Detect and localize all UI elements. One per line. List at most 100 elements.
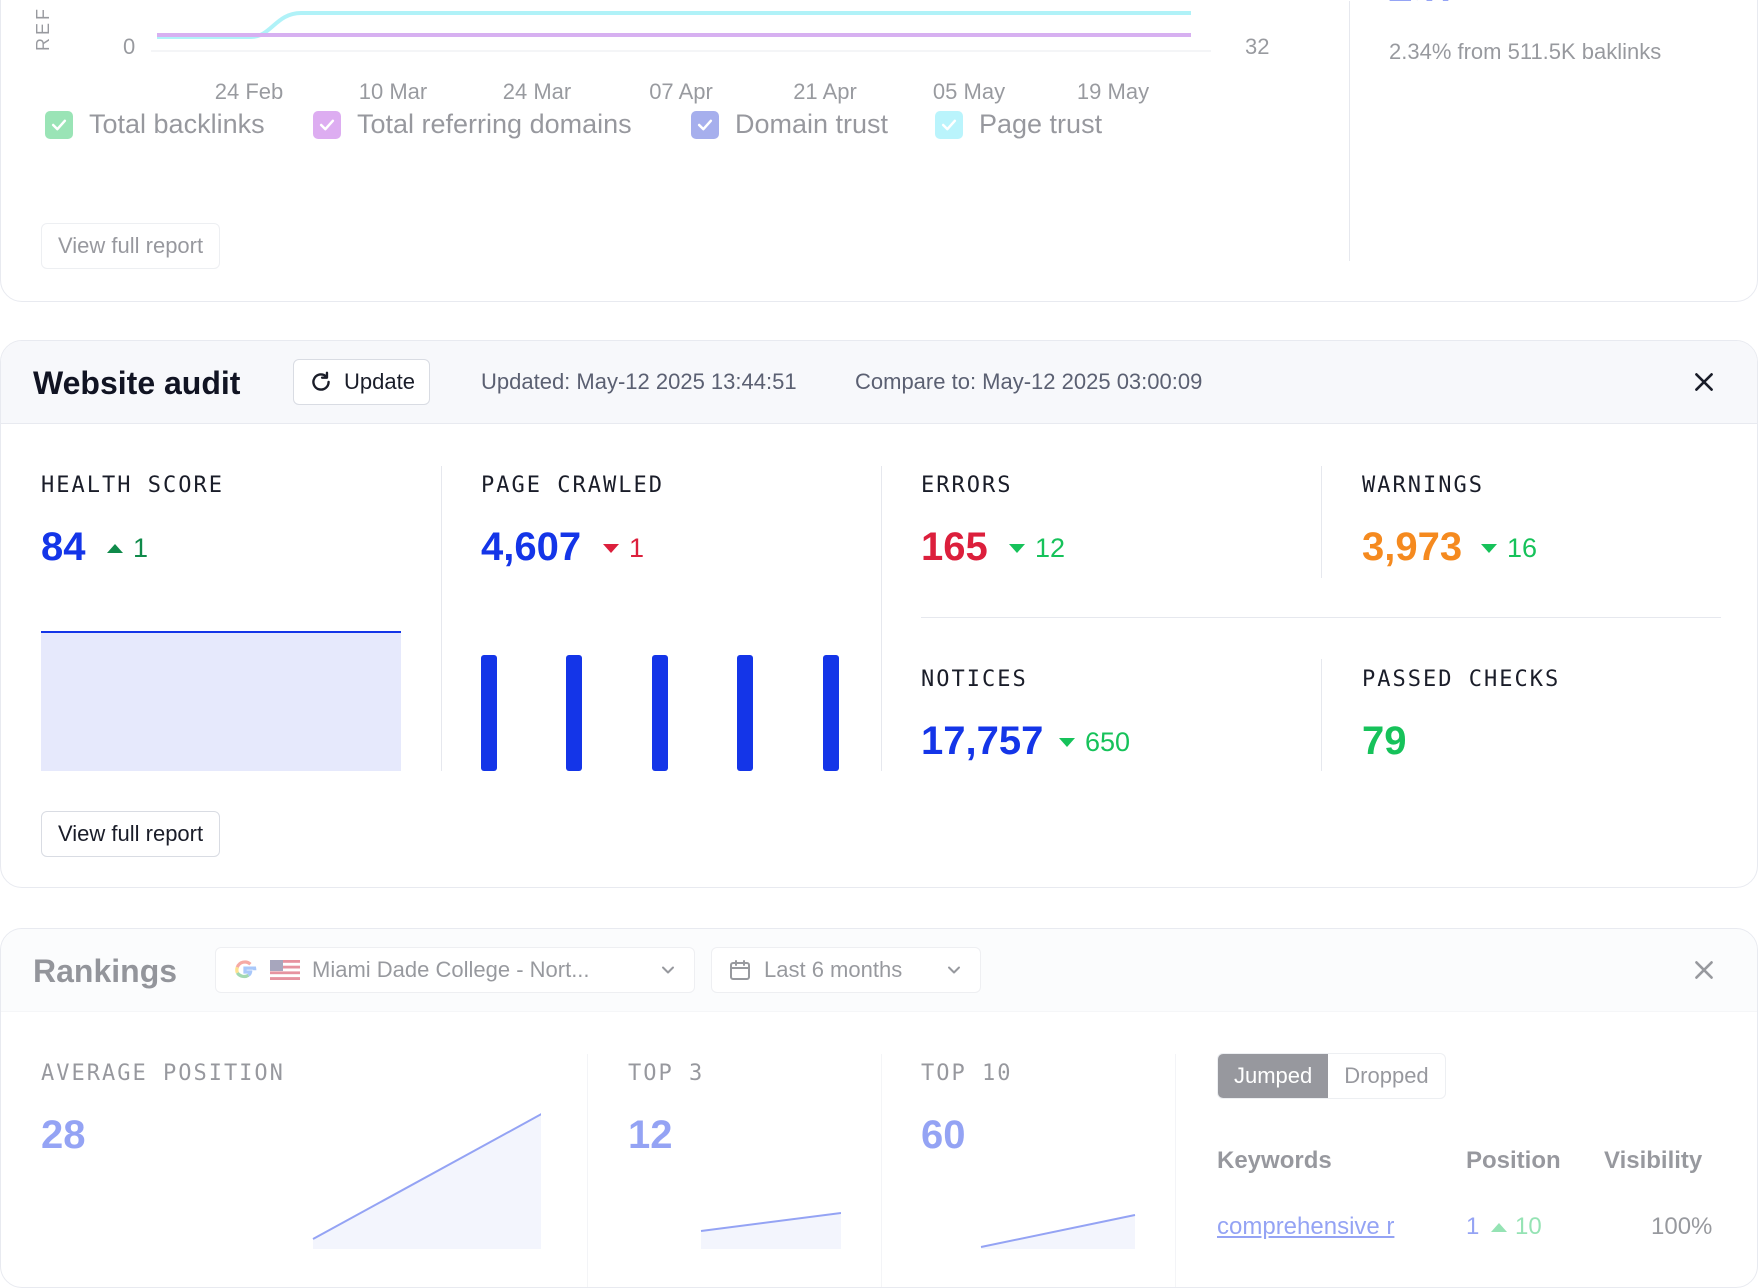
arrow-down-icon [1059, 738, 1075, 747]
legend-label: Total backlinks [89, 109, 265, 139]
axis-label: REF D [33, 0, 53, 51]
audit-divider-1 [441, 466, 442, 771]
health-score-label: HEALTH SCORE [41, 473, 224, 498]
view-backlinks-report-button[interactable]: View full report [41, 223, 221, 269]
notices-label: NOTICES [921, 667, 1028, 692]
rankings-divider-2 [881, 1054, 882, 1287]
keyword-change: 10 [1491, 1213, 1542, 1241]
errors-value: 165 [921, 525, 988, 569]
column-visibility: Visibility [1604, 1147, 1703, 1174]
passed-checks-value: 79 [1362, 719, 1407, 763]
keyword-link[interactable]: comprehensive r [1217, 1213, 1395, 1240]
tab-jumped[interactable]: Jumped [1218, 1054, 1329, 1098]
crawl-bar [481, 655, 497, 771]
errors-delta: 12 [1009, 533, 1065, 564]
backlinks-side-value: 451 [1389, 0, 1456, 1]
rankings-divider-3 [1175, 1054, 1176, 1287]
average-position-value: 28 [41, 1113, 86, 1157]
chevron-down-icon [948, 966, 960, 974]
location-value: Miami Dade College - Nort... [312, 957, 590, 982]
x-axis-tick-label: 05 May [932, 79, 1006, 104]
legend-label: Domain trust [735, 109, 889, 139]
audit-divider-3 [1321, 466, 1322, 578]
legend-item[interactable]: Domain trust [691, 109, 888, 140]
notices-value: 17,757 [921, 719, 1044, 763]
top3-value: 12 [628, 1113, 673, 1157]
legend-label: Page trust [979, 109, 1103, 139]
calendar-icon [730, 960, 750, 980]
backlinks-line-chart [151, 11, 1211, 52]
health-score-value: 84 [41, 525, 86, 569]
average-position-label: AVERAGE POSITION [41, 1061, 285, 1086]
period-value: Last 6 months [764, 957, 903, 982]
page-crawled-label: PAGE CRAWLED [481, 473, 664, 498]
y-axis-zero: 0 [123, 34, 136, 59]
x-axis-tick-label: 24 Mar [502, 79, 572, 104]
crawl-bar [566, 655, 582, 771]
warnings-delta: 16 [1481, 533, 1537, 564]
x-axis-tick-label: 21 Apr [793, 79, 857, 104]
x-axis-tick-label: 24 Feb [214, 79, 284, 104]
warnings-delta-value: 16 [1507, 533, 1538, 563]
column-keywords: Keywords [1217, 1147, 1332, 1174]
audit-title: Website audit [33, 365, 241, 401]
rankings-header [1, 929, 1757, 1012]
average-position-sparkline [312, 1113, 541, 1249]
crawl-bar [823, 655, 839, 771]
page-trust-line [157, 11, 1191, 39]
top10-value: 60 [921, 1113, 966, 1157]
notices-delta-value: 650 [1085, 727, 1131, 757]
x-axis-tick-label: 10 Mar [358, 79, 428, 104]
legend-item[interactable]: Total referring domains [313, 109, 632, 140]
errors-delta-value: 12 [1035, 533, 1066, 563]
refresh-icon [312, 371, 330, 391]
page-crawled-value: 4,607 [481, 525, 582, 569]
chevron-down-icon [662, 966, 674, 974]
arrow-down-icon [603, 544, 619, 553]
close-icon[interactable] [1691, 369, 1717, 395]
close-icon[interactable] [1691, 957, 1717, 983]
passed-checks-label: PASSED CHECKS [1362, 667, 1561, 692]
warnings-value: 3,973 [1362, 525, 1463, 569]
notices-delta: 650 [1059, 727, 1130, 758]
legend-item[interactable]: Page trust [935, 109, 1102, 140]
crawl-bar [652, 655, 668, 771]
backlinks-side-caption: 2.34% from 511.5K baklinks [1389, 39, 1662, 64]
page-crawled-delta: 1 [603, 533, 644, 564]
view-audit-report-button[interactable]: View full report [41, 811, 221, 857]
x-axis-tick-label: 19 May [1076, 79, 1150, 104]
keyword-visibility: 100% [1651, 1213, 1713, 1240]
rankings-content: Rankings Miami Dade College - Nort... [1, 929, 1757, 1287]
google-icon [235, 960, 257, 979]
jumped-dropped-toggle: Jumped Dropped [1217, 1053, 1446, 1099]
legend-item[interactable]: Total backlinks [45, 109, 265, 140]
checkbox-checked-icon[interactable] [691, 110, 719, 139]
top10-label: TOP 10 [921, 1061, 1013, 1086]
tab-dropped[interactable]: Dropped [1344, 1063, 1429, 1088]
top3-label: TOP 3 [628, 1061, 705, 1086]
website-audit-card: Website audit Update Updated: May-12 202… [0, 340, 1758, 888]
y-axis-right-value: 32 [1245, 34, 1270, 59]
checkbox-checked-icon[interactable] [45, 110, 73, 139]
keyword-row[interactable]: comprehensive r 1 10 100% [1, 1213, 1757, 1253]
rankings-divider-1 [587, 1054, 588, 1287]
location-select[interactable]: Miami Dade College - Nort... [215, 947, 695, 993]
us-flag-icon [270, 960, 300, 980]
backlinks-card: REF D 0 32 24 Feb 10 Mar 24 Mar 07 Apr 21 Ap… [0, 0, 1758, 302]
checkbox-checked-icon[interactable] [313, 110, 341, 139]
keyword-change-value: 10 [1515, 1213, 1542, 1240]
checkbox-checked-icon[interactable] [935, 110, 963, 139]
page-crawled-bars [481, 655, 841, 771]
audit-divider-4 [1321, 659, 1322, 771]
backlinks-side-divider [1349, 1, 1350, 261]
keyword-position: 1 [1466, 1213, 1480, 1240]
column-position: Position [1466, 1147, 1561, 1174]
update-button[interactable]: Update [293, 359, 430, 405]
rankings-title: Rankings [33, 953, 178, 989]
arrow-down-icon [1009, 544, 1025, 553]
arrow-up-icon [1491, 1222, 1507, 1232]
period-select[interactable]: Last 6 months [711, 947, 981, 993]
legend-label: Total referring domains [357, 109, 632, 139]
update-label: Update [344, 369, 415, 394]
crawl-bar [737, 655, 753, 771]
